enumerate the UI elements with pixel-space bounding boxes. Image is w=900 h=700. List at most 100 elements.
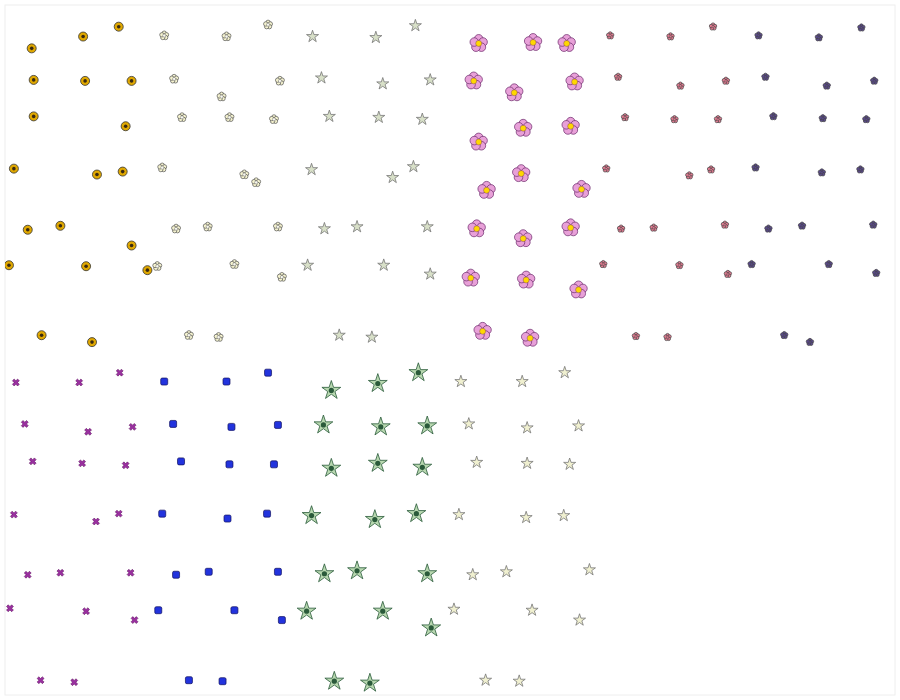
marker-petals <box>314 415 333 433</box>
point <box>115 367 125 377</box>
marker-body <box>228 423 235 430</box>
flower-center <box>576 287 582 293</box>
point <box>184 331 193 340</box>
point <box>20 419 30 429</box>
marker-petals <box>418 564 437 582</box>
flower-center <box>602 263 604 265</box>
point <box>686 172 693 179</box>
point <box>365 510 384 528</box>
point <box>159 510 166 517</box>
point <box>671 116 678 123</box>
marker-petals <box>302 506 321 524</box>
point <box>573 180 590 197</box>
point <box>424 74 436 85</box>
point <box>857 166 864 173</box>
flower-center <box>764 76 766 78</box>
point <box>526 604 538 615</box>
point <box>583 563 595 574</box>
marker-body <box>448 603 460 614</box>
flower-center <box>653 227 655 229</box>
marker-body <box>278 617 285 624</box>
marker-body <box>231 607 238 614</box>
point <box>155 607 162 614</box>
point <box>387 171 399 182</box>
point <box>819 115 826 122</box>
marker-body <box>583 563 595 574</box>
flower-center <box>725 80 727 82</box>
point <box>422 618 441 636</box>
point <box>323 110 335 121</box>
flower-center <box>666 336 668 338</box>
flower-center <box>280 275 283 278</box>
flower-center <box>767 228 769 230</box>
marker-body <box>421 220 433 231</box>
point <box>121 122 130 131</box>
marker-center <box>322 571 327 576</box>
marker-body <box>333 329 345 340</box>
point <box>513 675 525 686</box>
point <box>225 113 234 122</box>
point <box>205 568 212 575</box>
point <box>798 222 805 229</box>
marker-center <box>130 244 134 248</box>
point <box>558 35 575 52</box>
marker-body <box>521 457 533 468</box>
point <box>515 230 532 247</box>
series-8 <box>297 363 440 691</box>
point <box>480 674 492 685</box>
marker-center <box>429 625 434 630</box>
point <box>56 221 65 230</box>
point <box>170 420 177 427</box>
marker-body <box>173 571 180 578</box>
point <box>231 607 238 614</box>
marker-body <box>69 677 79 687</box>
point <box>650 224 657 231</box>
marker-center <box>30 47 34 51</box>
point <box>35 675 45 685</box>
marker-body <box>467 568 479 579</box>
point <box>23 225 32 234</box>
point <box>377 78 389 89</box>
flower-center <box>476 40 482 46</box>
flower-center <box>278 79 281 82</box>
point <box>302 506 321 524</box>
flower-center <box>679 85 681 87</box>
point <box>513 165 530 182</box>
marker-body <box>23 570 33 580</box>
flower-center <box>220 95 223 98</box>
marker-body <box>35 675 45 685</box>
flower-center <box>579 186 585 192</box>
marker-center <box>130 79 134 83</box>
point <box>173 571 180 578</box>
marker-body <box>351 220 363 231</box>
point <box>224 515 231 522</box>
point <box>558 509 570 520</box>
marker-body <box>323 110 335 121</box>
series-7 <box>155 369 286 685</box>
flower-center <box>783 334 785 336</box>
marker-body <box>306 163 318 174</box>
marker-petals <box>422 618 441 636</box>
marker-body <box>378 259 390 270</box>
marker-body <box>127 422 137 432</box>
point <box>27 44 36 53</box>
marker-body <box>37 331 46 340</box>
point <box>863 116 870 123</box>
marker-body <box>373 111 385 122</box>
flower-center <box>673 118 675 120</box>
marker-center <box>84 264 88 268</box>
marker-body <box>564 458 576 469</box>
flower-center <box>255 181 258 184</box>
marker-body <box>377 78 389 89</box>
point <box>228 423 235 430</box>
point <box>178 458 185 465</box>
point <box>55 568 65 578</box>
flower-center <box>688 174 690 176</box>
marker-center <box>425 571 430 576</box>
marker-petals <box>297 601 316 619</box>
marker-body <box>127 76 136 85</box>
marker-center <box>95 173 99 177</box>
flower-center <box>568 123 574 129</box>
chart <box>0 0 900 700</box>
point <box>252 178 261 187</box>
